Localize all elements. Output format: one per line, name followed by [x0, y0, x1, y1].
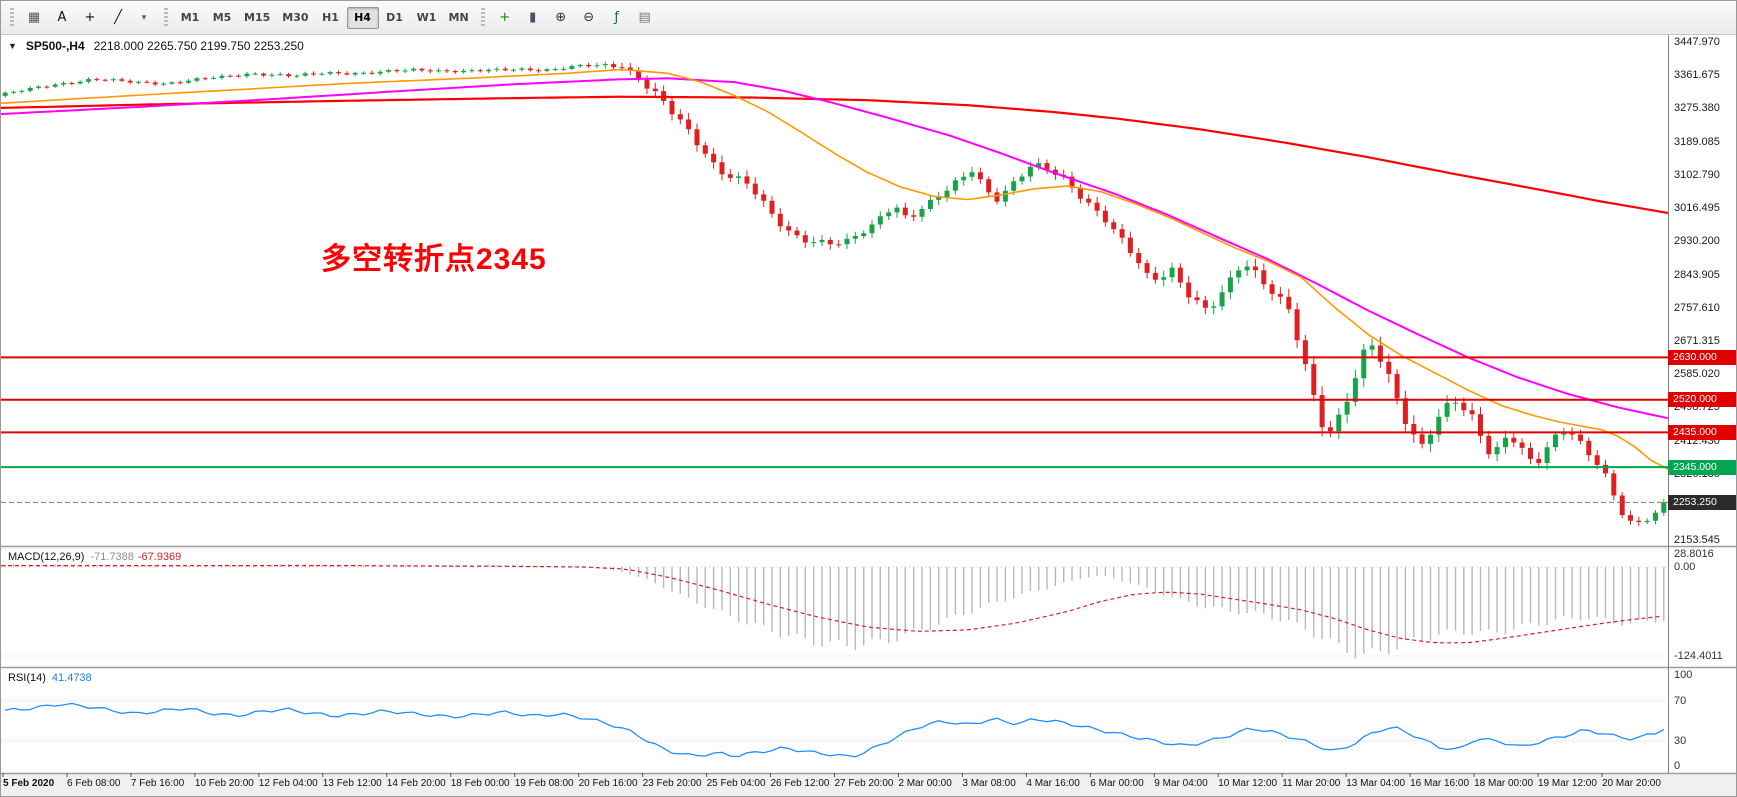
rsi-axis-label: 70	[1674, 695, 1687, 707]
price-axis-label: 2757.610	[1674, 301, 1720, 314]
price-axis-label: 3275.380	[1674, 102, 1720, 115]
rsi-line	[5, 702, 1665, 758]
time-axis-label: 9 Mar 04:00	[1154, 778, 1208, 789]
rsi-label: RSI(14) 41.4738	[8, 672, 92, 684]
ma-fast-line[interactable]	[1, 68, 1669, 470]
trendline-tool-icon[interactable]: ╱	[114, 10, 122, 25]
price-axis-label: 2671.315	[1674, 335, 1720, 347]
time-axis-label: 13 Feb 12:00	[322, 778, 382, 789]
time-axis-label: 14 Feb 20:00	[386, 778, 446, 789]
time-axis-label: 13 Mar 04:00	[1346, 778, 1406, 789]
time-axis-label: 25 Feb 04:00	[706, 778, 766, 789]
indicators-icon[interactable]: ƒ	[614, 10, 619, 25]
price-tag-2520.000[interactable]: 2520.000	[1668, 392, 1736, 408]
time-axis-label: 16 Mar 16:00	[1410, 778, 1470, 789]
macd-axis-label: 0.00	[1674, 561, 1696, 573]
time-axis-label: 2 Mar 00:00	[898, 778, 952, 789]
macd-name: MACD(12,26,9)	[8, 551, 85, 563]
toolbar-grip[interactable]	[480, 7, 485, 28]
chart-annotation-text[interactable]: 多空转折点2345	[321, 243, 547, 276]
time-axis-label: 11 Mar 20:00	[1282, 778, 1341, 789]
time-axis-label: 23 Feb 20:00	[642, 778, 702, 789]
toolbar-grip[interactable]	[164, 7, 168, 28]
chart-candles-icon[interactable]: ▮	[529, 10, 537, 25]
time-axis-label: 4 Mar 16:00	[1026, 778, 1080, 789]
chart-symbol-label: SP500-,H4	[25, 39, 85, 53]
ma-medium-line[interactable]	[1, 77, 1669, 420]
timeframe-MN[interactable]: MN	[448, 11, 469, 24]
ma-slow-line[interactable]	[1, 95, 1669, 215]
timeframe-W1[interactable]: W1	[416, 11, 437, 24]
price-axis-label: 2843.905	[1674, 268, 1720, 281]
time-axis-label: 27 Feb 20:00	[834, 778, 894, 789]
price-axis-label: 3016.495	[1674, 202, 1720, 215]
timeframe-group: M1 M5 M15 M30 H1 H4 D1 W1 MN	[174, 6, 475, 29]
timeframe-H4[interactable]: H4	[346, 6, 379, 29]
time-axis-label: 6 Feb 08:00	[67, 778, 121, 789]
toolbar: ▦ A + ╱ ▾ M1 M5 M15 M30 H1 H4 D1 W1 MN + ▮ ⊕ ⊖ ƒ ▤	[1, 1, 1736, 35]
macd-axis-label: 28.8016	[1674, 548, 1714, 560]
macd-label: MACD(12,26,9) -71.7388 -67.9369	[8, 551, 181, 563]
draw-tools-caret[interactable]: ▾	[141, 12, 147, 23]
time-axis-label: 7 Feb 16:00	[130, 778, 185, 789]
zoom-in-icon[interactable]: ⊕	[555, 10, 567, 25]
price-axis-label: 3189.085	[1674, 135, 1720, 148]
time-axis-label: 26 Feb 12:00	[770, 778, 830, 789]
price-tag-2345.000[interactable]: 2345.000	[1668, 459, 1736, 475]
price-axis-label: 2585.020	[1674, 368, 1720, 381]
chart-background[interactable]	[1, 34, 1737, 773]
time-axis-label: 18 Feb 00:00	[450, 778, 510, 789]
zoom-out-icon[interactable]: ⊖	[583, 10, 595, 25]
time-axis-label: 18 Mar 00:00	[1474, 778, 1534, 789]
timeframe-H1[interactable]: H1	[322, 11, 339, 24]
price-axis-label: 2930.200	[1674, 235, 1720, 248]
text-tool-icon[interactable]: A	[57, 10, 67, 25]
macd-main-value: -71.7388	[90, 551, 134, 563]
macd-signal-value: -67.9369	[137, 551, 182, 563]
timeframe-D1[interactable]: D1	[386, 11, 403, 24]
time-axis-label: 6 Mar 00:00	[1090, 778, 1144, 789]
current-price-tag: 2253.250	[1668, 494, 1736, 510]
macd-signal-line	[1, 564, 1662, 644]
time-axis-label: 3 Mar 08:00	[962, 778, 1016, 789]
chart-collapse-icon[interactable]: ▼	[8, 41, 17, 51]
crosshair-tool-icon[interactable]: +	[84, 10, 96, 25]
chart-tools-group: + ▮ ⊕ ⊖ ƒ ▤	[491, 6, 659, 30]
rsi-name: RSI(14)	[8, 672, 46, 684]
timeframe-M1[interactable]: M1	[180, 11, 200, 24]
time-axis-label: 19 Mar 12:00	[1538, 778, 1597, 789]
time-axis-label: 20 Feb 16:00	[578, 778, 638, 789]
timeframe-M5[interactable]: M5	[212, 11, 232, 24]
timeframe-M15[interactable]: M15	[244, 11, 271, 24]
drawing-tools-group: ▦ A + ╱ ▾	[20, 6, 158, 30]
price-axis-label: 3447.970	[1674, 36, 1720, 48]
time-axis-label: 12 Feb 04:00	[258, 778, 318, 789]
chart-ohlc-values: 2218.000 2265.750 2199.750 2253.250	[93, 39, 304, 53]
macd-axis-label: -124.4011	[1674, 650, 1723, 662]
rsi-axis-label: 0	[1674, 760, 1681, 772]
chart-templates-icon[interactable]: ▤	[638, 10, 651, 25]
new-order-icon[interactable]: +	[499, 10, 511, 25]
rsi-value: 41.4738	[51, 672, 92, 684]
price-axis-label: 2153.545	[1674, 534, 1720, 547]
price-axis-label: 3102.790	[1674, 168, 1720, 181]
toolbar-grip[interactable]	[10, 7, 14, 28]
time-axis-label: 10 Mar 12:00	[1218, 778, 1278, 789]
rsi-axis-label: 30	[1674, 735, 1687, 747]
rsi-axis-label: 100	[1674, 669, 1693, 681]
chart-header: ▼ SP500-,H4 2218.000 2265.750 2199.750 2…	[8, 39, 304, 53]
time-axis-label: 10 Feb 20:00	[194, 778, 254, 789]
price-tag-2630.000[interactable]: 2630.000	[1668, 349, 1736, 365]
timeframe-M30[interactable]: M30	[282, 11, 309, 24]
price-axis-label: 3361.675	[1674, 69, 1720, 82]
price-tag-2435.000[interactable]: 2435.000	[1668, 424, 1736, 440]
time-axis-label: 20 Mar 20:00	[1602, 778, 1661, 789]
time-axis-label: 5 Feb 2020	[3, 778, 55, 789]
pointer-grid-icon[interactable]: ▦	[27, 10, 41, 25]
time-axis-label: 19 Feb 08:00	[514, 778, 574, 789]
